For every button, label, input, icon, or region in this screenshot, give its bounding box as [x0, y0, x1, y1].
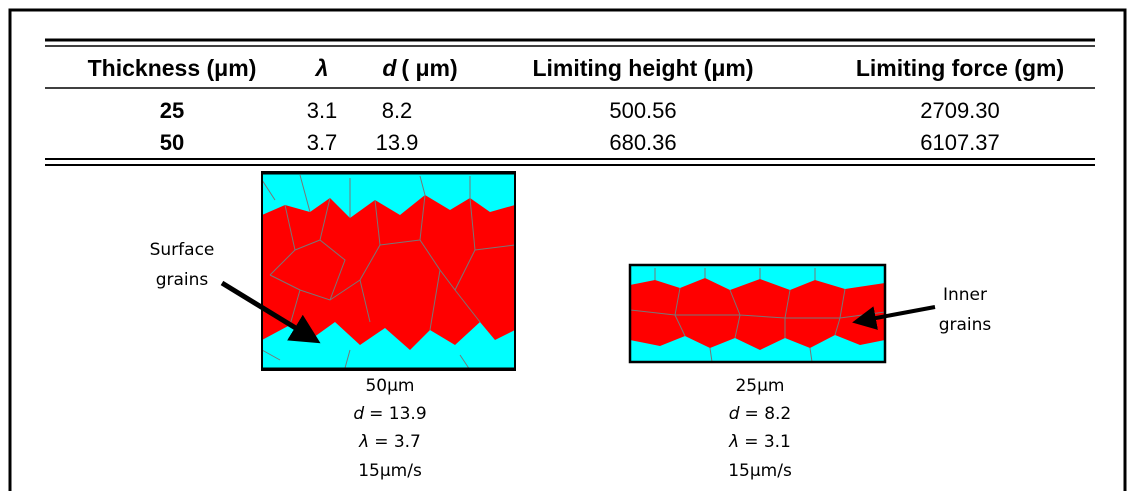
annotation-line: Inner — [943, 285, 987, 305]
caption-lambda: λ = 3.7 — [358, 432, 421, 452]
table-cell: 500.56 — [609, 98, 676, 123]
value: = 3.7 — [374, 432, 421, 452]
caption-d: d = 13.9 — [353, 404, 426, 424]
table-body: 25 3.1 8.2 500.56 2709.30 50 3.7 13.9 680.36 6107… — [160, 98, 1000, 155]
symbol: λ — [728, 432, 739, 452]
micrograph-25 — [628, 263, 887, 364]
table-cell: 3.1 — [307, 98, 338, 123]
header-cell: Thickness (μm) — [88, 55, 257, 81]
caption-d: d = 8.2 — [729, 404, 791, 424]
table-header: Thickness (μm) λ d( μm) Limiting height … — [88, 55, 1065, 81]
table-cell: 25 — [160, 98, 184, 123]
caption-speed: 15μm/s — [358, 461, 422, 481]
annotation-line: grains — [156, 270, 209, 290]
table-cell: 3.7 — [307, 130, 338, 155]
annotation-line: Surface — [150, 240, 215, 260]
table-cell: 50 — [160, 130, 184, 155]
table-rules — [45, 38, 1095, 166]
header-unit: ( μm) — [401, 55, 457, 81]
captions: 50μm d = 13.9 λ = 3.7 15μm/s 25μm d = 8.2 λ… — [353, 376, 792, 481]
header-cell: Limiting force (gm) — [856, 55, 1064, 81]
value: = 3.1 — [744, 432, 791, 452]
caption-thickness: 25μm — [735, 376, 784, 396]
header-cell: Limiting height (μm) — [532, 55, 753, 81]
caption-thickness: 50μm — [365, 376, 414, 396]
table-cell: 680.36 — [609, 130, 676, 155]
annotation-line: grains — [939, 315, 992, 335]
symbol: λ — [358, 432, 369, 452]
frame — [8, 8, 1127, 491]
arrow — [852, 305, 936, 330]
caption-lambda: λ = 3.1 — [728, 432, 791, 452]
symbol: d — [729, 404, 740, 424]
value: = 13.9 — [369, 404, 427, 424]
value: = 8.2 — [745, 404, 792, 424]
caption-speed: 15μm/s — [728, 461, 792, 481]
header-cell: λ — [314, 55, 329, 81]
header-cell: d( μm) — [382, 55, 457, 81]
table-cell: 8.2 — [382, 98, 413, 123]
micrograph-50 — [261, 171, 516, 371]
table-cell: 6107.37 — [920, 130, 1000, 155]
arrow — [220, 280, 321, 344]
table-cell: 2709.30 — [920, 98, 1000, 123]
table-cell: 13.9 — [376, 130, 419, 155]
annotation: Surface grains Inner grains — [150, 240, 992, 335]
header-symbol: d — [382, 55, 397, 81]
symbol: d — [353, 404, 364, 424]
